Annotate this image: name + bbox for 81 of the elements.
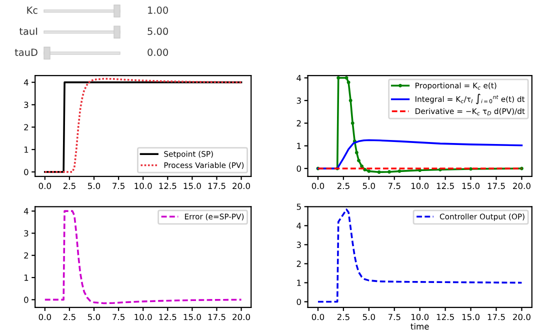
- x-tick-label: 2.5: [337, 182, 350, 190]
- y-tick-label: 1: [297, 280, 301, 286]
- x-tick-label: 2.5: [63, 314, 76, 320]
- point: [469, 167, 473, 171]
- x-tick-label: 7.5: [388, 182, 400, 190]
- y-tick-label: 4: [296, 222, 302, 229]
- y-tick-label: 3: [24, 230, 28, 237]
- y-tick-label: 0: [24, 168, 28, 176]
- x-tick-label: 0.0: [312, 182, 324, 190]
- x-tick-label: 15.0: [462, 182, 480, 190]
- x-tick-label: 10.0: [134, 182, 152, 190]
- text: 5.00: [148, 28, 168, 35]
- x-tick-label: 17.5: [488, 314, 505, 320]
- x-tick-label: 5.0: [88, 314, 100, 320]
- x-tick-label: 0.0: [38, 314, 51, 320]
- y-tick-label: 0: [24, 296, 28, 303]
- x-tick-label: 5.0: [362, 314, 375, 320]
- text: tauD: [14, 48, 38, 56]
- point: [344, 76, 348, 80]
- x-tick-label: 15.0: [184, 182, 201, 190]
- point: [360, 164, 364, 168]
- x-tick-label: 20.0: [232, 314, 250, 320]
- y-tick-label: 5: [296, 204, 301, 210]
- y-tick-label: 2: [24, 252, 28, 259]
- x-tick-label: 7.5: [112, 182, 124, 190]
- text: 1.00: [148, 6, 168, 14]
- y-tick-label: 4: [24, 79, 28, 86]
- point: [398, 169, 402, 173]
- x-tick-label: 10.0: [411, 314, 429, 320]
- x-tick-label: 12.5: [159, 182, 176, 190]
- x-tick-label: 17.5: [208, 182, 226, 190]
- y-tick-label: 2: [296, 120, 301, 126]
- point: [350, 121, 354, 125]
- y-tick-label: 1: [297, 142, 301, 149]
- point: [346, 80, 350, 84]
- x-tick-label: 2.5: [337, 314, 350, 320]
- x-tick-label: 12.5: [436, 182, 454, 190]
- x-tick-label: 17.5: [208, 314, 226, 320]
- x-tick-label: 15.0: [462, 314, 480, 320]
- x-tick-label: 20.0: [513, 314, 530, 320]
- y-tick-label: 0: [296, 165, 301, 172]
- y-tick-label: 1: [24, 274, 28, 281]
- text: 0.00: [148, 48, 168, 56]
- y-tick-label: 3: [296, 98, 301, 104]
- y-tick-label: 1: [24, 146, 28, 153]
- x-tick-label: 5.0: [362, 182, 375, 190]
- x-tick-label: 0.0: [312, 314, 324, 320]
- x-tick-label: 10.0: [411, 182, 429, 190]
- x-tick-label: 17.5: [488, 182, 505, 190]
- x-tick-label: 15.0: [184, 314, 201, 320]
- x-tick-label: 2.5: [63, 182, 76, 190]
- point: [356, 158, 360, 162]
- y-tick-label: 2: [296, 260, 301, 267]
- point: [377, 170, 381, 174]
- x-tick-label: 0.0: [38, 182, 51, 190]
- point: [363, 168, 367, 172]
- x-tick-label: 10.0: [134, 314, 152, 320]
- line-series: [317, 208, 523, 303]
- y-tick-label: 3: [24, 102, 28, 108]
- y-tick-label: 2: [24, 124, 28, 130]
- line-series: [44, 210, 242, 304]
- point: [348, 98, 352, 102]
- x-tick-label: 7.5: [112, 314, 124, 320]
- x-tick-label: 7.5: [388, 314, 400, 320]
- text: Kc: [27, 6, 38, 14]
- x-tick-label: 20.0: [232, 182, 250, 190]
- x-tick-label: 12.5: [436, 314, 454, 320]
- x-tick-label: 20.0: [513, 182, 530, 190]
- y-tick-label: 3: [296, 242, 301, 248]
- x-axis-title: time: [410, 323, 429, 330]
- point: [388, 170, 392, 174]
- point: [354, 150, 358, 154]
- point: [367, 169, 371, 173]
- y-tick-label: 4: [296, 74, 302, 82]
- point: [336, 76, 340, 80]
- text: tauI: [19, 28, 38, 35]
- y-tick-label: 0: [296, 298, 301, 306]
- line-series: [317, 139, 523, 170]
- x-tick-label: 12.5: [159, 314, 176, 320]
- y-tick-label: 4: [24, 208, 28, 214]
- x-tick-label: 5.0: [88, 182, 100, 190]
